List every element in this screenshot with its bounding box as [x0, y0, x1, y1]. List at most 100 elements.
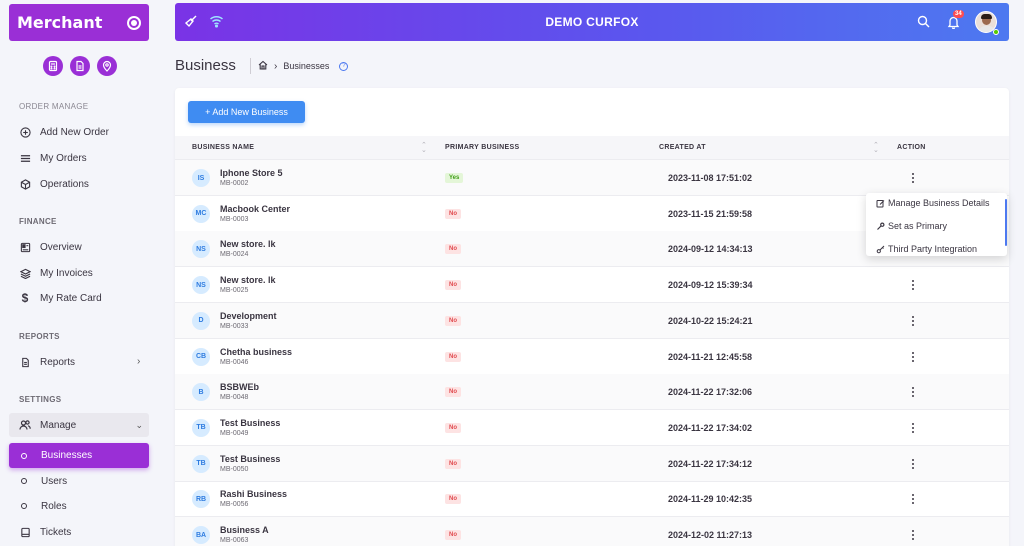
calculator-icon[interactable]: [43, 56, 63, 76]
sidebar-item-my-invoices[interactable]: My Invoices: [19, 264, 93, 282]
business-name[interactable]: BSBWEb: [220, 382, 259, 393]
chevron-right-icon: ›: [137, 356, 141, 367]
created-at: 2023-11-15 21:59:58: [668, 208, 753, 219]
table-row: TB Test Business MB-0050 No 2024-11-22 17:34…: [175, 445, 1009, 482]
breadcrumb-item[interactable]: Businesses: [283, 61, 330, 71]
more-vertical-icon[interactable]: [911, 315, 915, 327]
broom-icon[interactable]: [184, 14, 198, 33]
sidebar-item-my-orders[interactable]: My Orders: [19, 149, 87, 167]
created-at: 2023-11-08 17:51:02: [668, 173, 753, 183]
sort-icon[interactable]: ⌃ ⌄: [873, 142, 879, 154]
primary-status-badge: No: [445, 315, 461, 326]
layers-icon: [19, 267, 31, 279]
search-icon[interactable]: [917, 15, 930, 33]
sidebar-item-reports[interactable]: Reports: [19, 353, 75, 371]
breadcrumb-divider: [250, 58, 251, 74]
sidebar-item-operations[interactable]: Operations: [19, 175, 89, 193]
menu-item-set-as-primary[interactable]: Set as Primary: [876, 219, 947, 233]
sidebar-item-manage[interactable]: Manage ⌄: [9, 413, 149, 437]
table-row: NS New store. lk MB-0025 No 2024-09-12 15:39…: [175, 267, 1009, 304]
menu-item-manage-business-details[interactable]: Manage Business Details: [876, 196, 990, 210]
plus-circle-icon: [19, 126, 31, 138]
column-primary-business[interactable]: PRIMARY BUSINESS: [445, 144, 520, 151]
more-vertical-icon[interactable]: [911, 279, 915, 291]
menu-item-third-party-integration[interactable]: Third Party Integration: [876, 242, 977, 256]
business-name[interactable]: Development: [220, 310, 277, 321]
brand-title: Merchant: [17, 13, 103, 32]
ticket-icon: [19, 526, 31, 538]
table-row: TB Test Business MB-0049 No 2024-11-22 17:34…: [175, 410, 1009, 446]
more-vertical-icon[interactable]: [911, 351, 915, 363]
column-created-at[interactable]: CREATED AT: [659, 144, 706, 151]
circle-icon: [21, 452, 27, 459]
brand-bar[interactable]: Merchant: [9, 4, 149, 41]
primary-status-badge: No: [445, 208, 461, 219]
business-code: MB-0046: [220, 358, 249, 366]
business-avatar: NS: [192, 240, 210, 259]
business-name[interactable]: Macbook Center: [220, 203, 291, 214]
created-at: 2024-11-22 17:34:02: [668, 422, 753, 433]
business-avatar: D: [192, 311, 210, 330]
menu-scrollbar[interactable]: [1005, 199, 1007, 246]
more-vertical-icon[interactable]: [911, 422, 915, 434]
more-vertical-icon[interactable]: [911, 493, 915, 505]
business-name[interactable]: New store. lk: [220, 275, 276, 286]
created-at: 2024-10-22 15:24:21: [668, 315, 753, 326]
business-name[interactable]: Rashi Business: [220, 489, 288, 500]
help-icon[interactable]: ?: [339, 61, 349, 71]
sidebar-item-label: My Orders: [40, 152, 87, 164]
add-new-business-button[interactable]: + Add New Business: [188, 101, 305, 123]
wifi-icon[interactable]: [209, 14, 224, 33]
primary-status-badge: No: [445, 351, 461, 362]
sidebar-item-businesses[interactable]: Businesses: [9, 443, 149, 468]
more-vertical-icon[interactable]: [911, 172, 915, 184]
business-name[interactable]: Iphone Store 5: [220, 168, 283, 178]
sidebar-item-add-new-order[interactable]: Add New Order: [19, 123, 109, 141]
avatar[interactable]: [975, 11, 997, 33]
sidebar-item-roles[interactable]: Roles: [21, 498, 67, 514]
business-avatar: CB: [192, 347, 210, 366]
business-name[interactable]: Business A: [220, 525, 269, 535]
bell-icon[interactable]: [947, 15, 960, 34]
table-row: B BSBWEb MB-0048 No 2024-11-22 17:32:06: [175, 374, 1009, 411]
sidebar-item-label: Manage: [40, 419, 77, 431]
menu-item-label: Third Party Integration: [888, 244, 978, 254]
location-pin-icon[interactable]: [97, 56, 117, 76]
business-name[interactable]: Chetha business: [220, 346, 293, 357]
business-code: MB-0049: [220, 429, 249, 437]
business-avatar: NS: [192, 276, 210, 295]
edit-icon: [876, 199, 885, 207]
sidebar-item-users[interactable]: Users: [21, 473, 67, 489]
primary-status-badge: No: [445, 422, 461, 433]
primary-status-badge: No: [445, 244, 461, 255]
sidebar-item-label: Tickets: [40, 526, 72, 538]
business-code: MB-0050: [220, 465, 249, 473]
business-code: MB-0024: [220, 251, 249, 259]
table-row: CB Chetha business MB-0046 No 2024-11-21 12:…: [175, 339, 1009, 375]
sidebar-item-label: Roles: [41, 500, 67, 512]
sidebar-item-my-rate-card[interactable]: $ My Rate Card: [19, 289, 102, 307]
sidebar-item-tickets[interactable]: Tickets: [19, 523, 71, 541]
business-name[interactable]: New store. lk: [220, 239, 276, 250]
sidebar-item-label: My Invoices: [40, 267, 93, 279]
business-code: MB-0048: [220, 394, 249, 402]
users-icon: [19, 419, 31, 431]
business-name[interactable]: Test Business: [220, 417, 281, 428]
sidebar-item-overview[interactable]: Overview: [19, 238, 82, 256]
sidebar-toggle-icon[interactable]: [127, 15, 141, 30]
more-vertical-icon[interactable]: [911, 529, 915, 541]
created-at: 2024-09-12 14:34:13: [668, 244, 753, 255]
business-code: MB-0056: [220, 501, 249, 509]
sidebar: Merchant ORDER MANAGE Add New Order My O…: [0, 0, 158, 546]
home-icon[interactable]: [258, 60, 268, 72]
more-vertical-icon[interactable]: [911, 386, 915, 398]
sort-icon[interactable]: ⌃ ⌄: [421, 142, 427, 154]
wrench-icon: [877, 222, 885, 230]
business-name[interactable]: Test Business: [220, 453, 281, 464]
document-icon[interactable]: [70, 56, 90, 76]
column-business-name[interactable]: BUSINESS NAME: [192, 144, 255, 151]
quick-actions: [43, 56, 117, 76]
circle-icon: [21, 503, 27, 509]
more-vertical-icon[interactable]: [911, 458, 915, 470]
created-at: 2024-12-02 11:27:13: [668, 530, 753, 540]
